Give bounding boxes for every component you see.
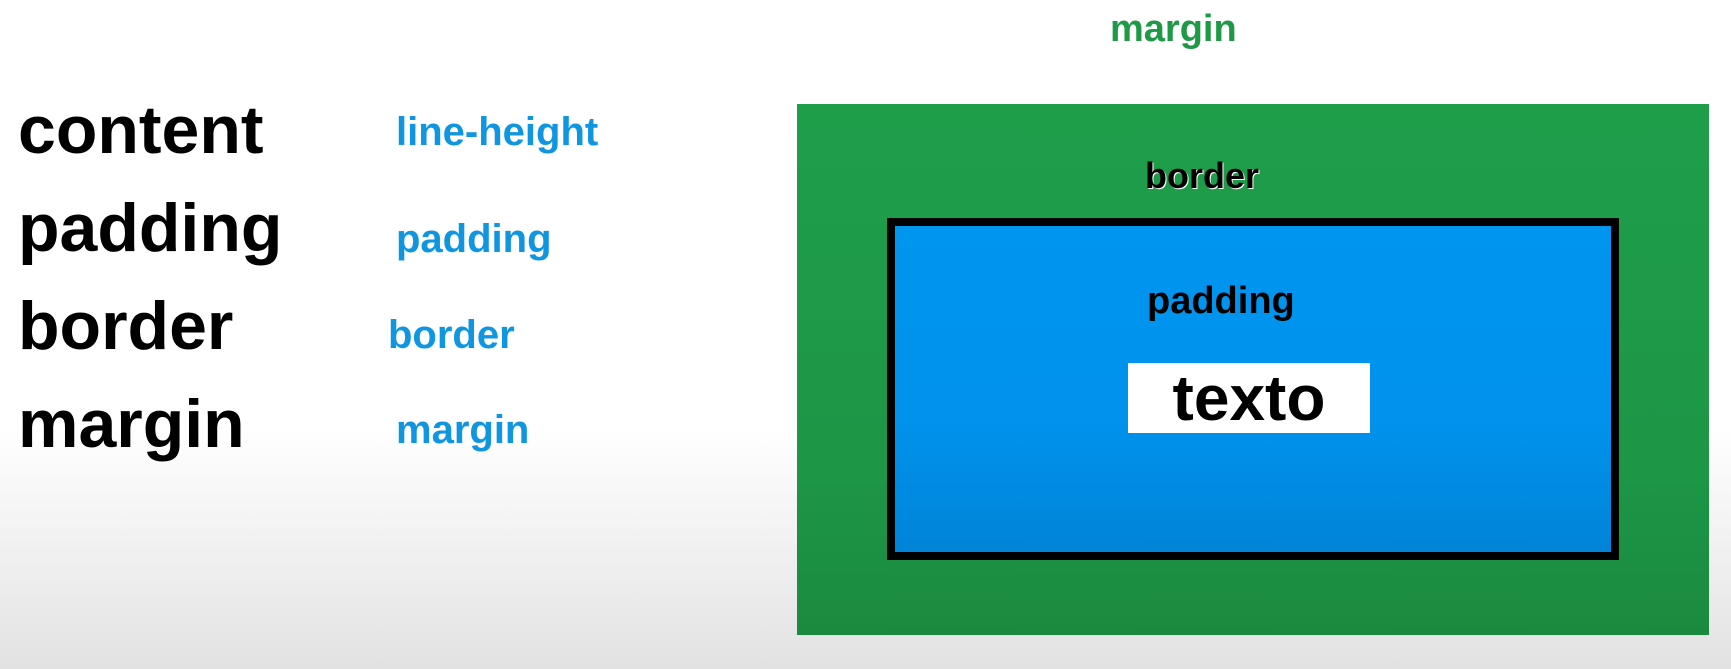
term-content: content — [18, 92, 264, 168]
term-border: border — [18, 288, 234, 364]
property-padding: padding — [396, 217, 552, 261]
padding-label: padding — [1147, 280, 1295, 322]
border-label: border — [1145, 155, 1260, 196]
term-padding: padding — [18, 190, 283, 266]
property-line-height: line-height — [396, 110, 599, 154]
content-box: texto — [1128, 363, 1370, 433]
margin-box: border padding texto — [797, 104, 1709, 635]
content-text: texto — [1172, 362, 1326, 434]
term-margin: margin — [18, 386, 245, 462]
property-border: border — [388, 313, 515, 357]
property-margin: margin — [396, 408, 530, 452]
border-box: padding texto — [887, 218, 1619, 560]
margin-label: margin — [1110, 8, 1237, 50]
